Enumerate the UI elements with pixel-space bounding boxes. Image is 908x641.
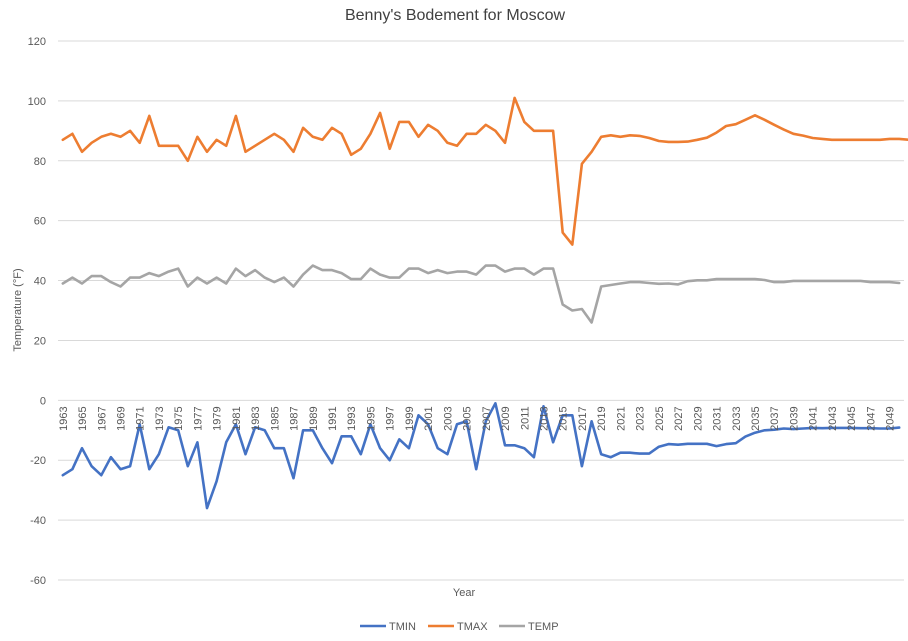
x-tick-label: 2017 [577, 406, 589, 430]
x-tick-label: 2045 [846, 406, 858, 430]
x-tick-label: 2007 [481, 406, 493, 430]
x-tick-label: 2037 [769, 406, 781, 430]
legend-label-temp: TEMP [528, 621, 559, 633]
x-tick-label: 2049 [885, 406, 897, 430]
series-lines [61, 96, 908, 510]
x-tick-label: 2013 [539, 406, 551, 430]
x-axis-ticks: 1963 1965 1967 1969 1971 1973 1975 1977 1979 1981… [58, 406, 897, 430]
series-line-temp [61, 264, 901, 324]
x-tick-label: 2027 [673, 406, 685, 430]
x-axis-title: Year [453, 587, 476, 599]
x-tick-label: 1991 [327, 406, 339, 430]
y-tick-label: 60 [34, 216, 46, 228]
x-tick-label: 1977 [192, 406, 204, 430]
x-tick-label: 2033 [731, 406, 743, 430]
x-tick-label: 2021 [615, 406, 627, 430]
x-tick-label: 2031 [712, 406, 724, 430]
y-tick-label: -20 [30, 455, 46, 467]
x-tick-label: 1993 [346, 406, 358, 430]
series-line-tmin [61, 401, 901, 510]
x-tick-label: 2029 [692, 406, 704, 430]
x-tick-label: 2047 [865, 406, 877, 430]
y-tick-label: -60 [30, 575, 46, 587]
y-axis-ticks: -60 -40 -20 0 20 40 60 80 100 120 [28, 36, 46, 587]
y-tick-label: 80 [34, 156, 46, 168]
x-tick-label: 1971 [135, 406, 147, 430]
x-tick-label: 1963 [58, 406, 70, 430]
y-axis-title: Temperature (°F) [12, 268, 24, 351]
x-tick-label: 2011 [519, 406, 531, 430]
x-tick-label: 2025 [654, 406, 666, 430]
legend-label-tmin: TMIN [389, 621, 416, 633]
x-tick-label: 2009 [500, 406, 512, 430]
x-tick-label: 1997 [385, 406, 397, 430]
y-tick-label: 20 [34, 335, 46, 347]
x-tick-label: 1987 [289, 406, 301, 430]
x-tick-label: 1999 [404, 406, 416, 430]
x-tick-label: 2001 [423, 406, 435, 430]
x-tick-label: 1979 [212, 406, 224, 430]
x-tick-label: 1975 [173, 406, 185, 430]
y-tick-label: 0 [40, 395, 46, 407]
series-line-tmax [61, 96, 908, 246]
x-tick-label: 2041 [808, 406, 820, 430]
x-tick-label: 2035 [750, 406, 762, 430]
x-tick-label: 2023 [635, 406, 647, 430]
x-tick-label: 1965 [77, 406, 89, 430]
y-tick-label: -40 [30, 515, 46, 527]
x-tick-label: 2019 [596, 406, 608, 430]
x-tick-label: 1985 [269, 406, 281, 430]
x-tick-label: 1969 [116, 406, 128, 430]
x-tick-label: 2005 [462, 406, 474, 430]
x-tick-label: 2043 [827, 406, 839, 430]
y-tick-label: 100 [28, 96, 46, 108]
x-tick-label: 1973 [154, 406, 166, 430]
chart-title: Benny's Bodement for Moscow [345, 7, 565, 24]
gridlines [58, 40, 904, 581]
x-tick-label: 1995 [365, 406, 377, 430]
x-tick-label: 2003 [442, 406, 454, 430]
legend: TMIN TMAX TEMP [360, 621, 559, 633]
y-tick-label: 120 [28, 36, 46, 48]
legend-label-tmax: TMAX [457, 621, 488, 633]
y-tick-label: 40 [34, 276, 46, 288]
x-tick-label: 1989 [308, 406, 320, 430]
x-tick-label: 1981 [231, 406, 243, 430]
x-tick-label: 1967 [96, 406, 108, 430]
x-tick-label: 2039 [788, 406, 800, 430]
x-tick-label: 1983 [250, 406, 262, 430]
x-tick-label: 2015 [558, 406, 570, 430]
